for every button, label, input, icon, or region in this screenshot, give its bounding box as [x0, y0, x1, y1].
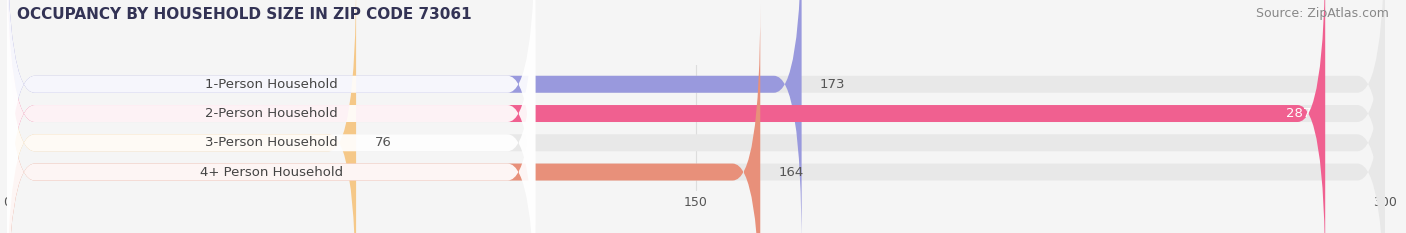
Text: Source: ZipAtlas.com: Source: ZipAtlas.com	[1256, 7, 1389, 20]
Text: 4+ Person Household: 4+ Person Household	[200, 165, 343, 178]
FancyBboxPatch shape	[7, 0, 1385, 233]
Text: 76: 76	[374, 136, 391, 149]
FancyBboxPatch shape	[7, 0, 356, 233]
Text: OCCUPANCY BY HOUSEHOLD SIZE IN ZIP CODE 73061: OCCUPANCY BY HOUSEHOLD SIZE IN ZIP CODE …	[17, 7, 471, 22]
Text: 164: 164	[779, 165, 804, 178]
Text: 173: 173	[820, 78, 845, 91]
FancyBboxPatch shape	[7, 5, 761, 233]
Text: 3-Person Household: 3-Person Household	[205, 136, 337, 149]
FancyBboxPatch shape	[7, 5, 536, 233]
FancyBboxPatch shape	[7, 0, 536, 233]
Text: 2-Person Household: 2-Person Household	[205, 107, 337, 120]
FancyBboxPatch shape	[7, 0, 536, 233]
FancyBboxPatch shape	[7, 0, 1385, 233]
Text: 287: 287	[1286, 107, 1312, 120]
FancyBboxPatch shape	[7, 0, 1385, 233]
FancyBboxPatch shape	[7, 0, 536, 233]
FancyBboxPatch shape	[7, 5, 1385, 233]
Text: 1-Person Household: 1-Person Household	[205, 78, 337, 91]
FancyBboxPatch shape	[7, 0, 1326, 233]
FancyBboxPatch shape	[7, 0, 801, 233]
